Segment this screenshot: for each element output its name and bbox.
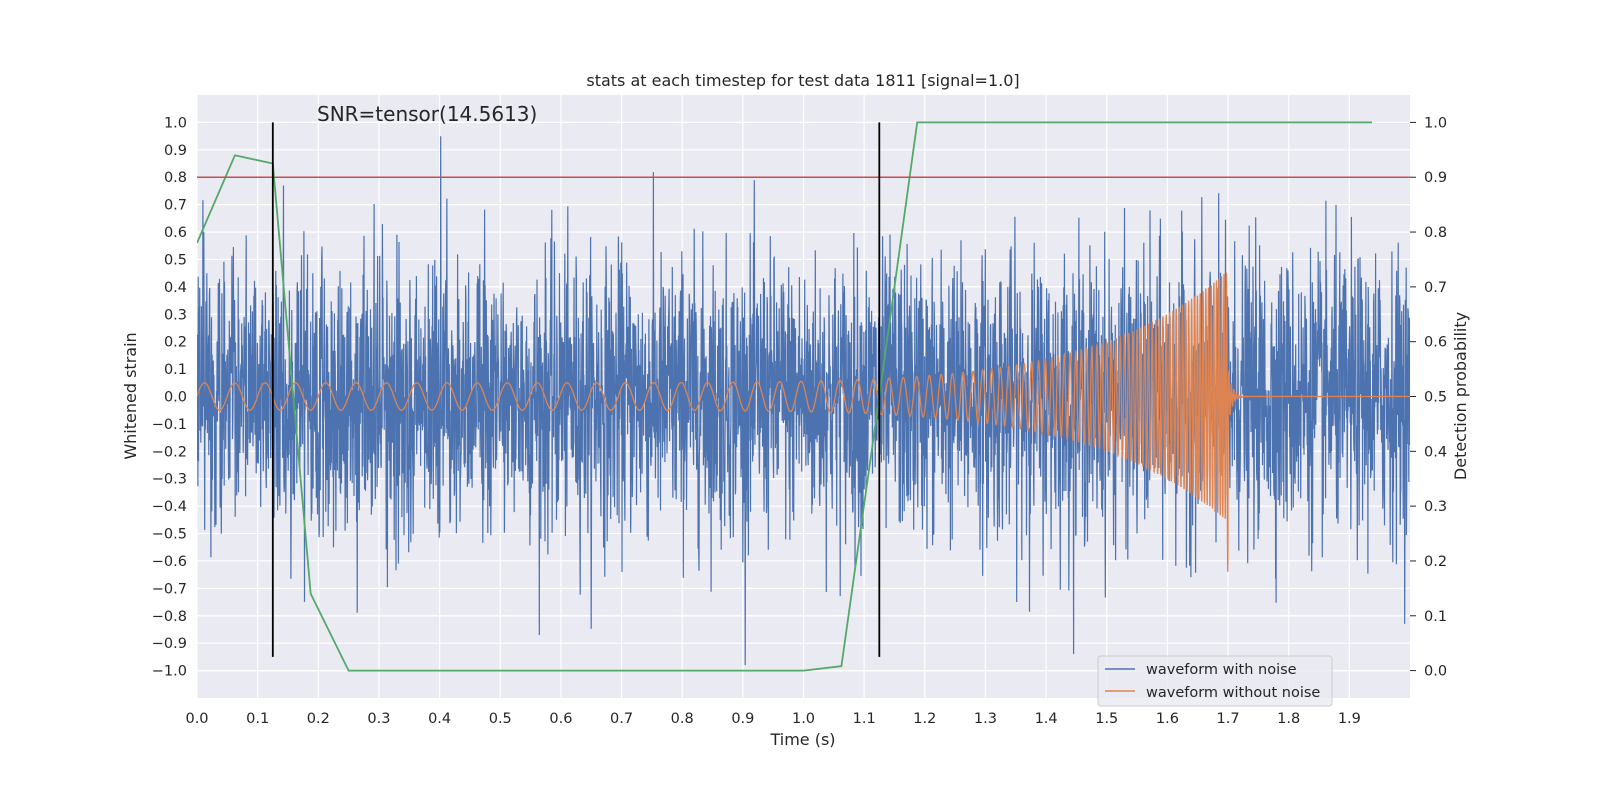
x-tick-label: 1.8 — [1277, 711, 1300, 727]
x-tick-label: 1.6 — [1156, 711, 1179, 727]
x-tick-label: 0.2 — [307, 711, 330, 727]
y2-tick-label: 0.3 — [1424, 499, 1447, 515]
x-axis-label: Time (s) — [769, 730, 835, 749]
y2-tick-label: 0.4 — [1424, 444, 1447, 460]
y-tick-label: 0.3 — [164, 307, 187, 323]
x-tick-label: 1.2 — [913, 711, 936, 727]
y-tick-label: −0.1 — [152, 417, 187, 433]
snr-annotation: SNR=tensor(14.5613) — [317, 102, 537, 126]
chart-title: stats at each timestep for test data 181… — [586, 71, 1019, 90]
x-tick-label: 1.7 — [1217, 711, 1240, 727]
y-tick-label: 0.7 — [164, 198, 187, 214]
y2-tick-label: 0.9 — [1424, 170, 1447, 186]
x-tick-label: 1.0 — [792, 711, 815, 727]
x-tick-label: 1.1 — [853, 711, 876, 727]
y-tick-label: −0.3 — [152, 472, 187, 488]
y2-tick-label: 0.8 — [1424, 225, 1447, 241]
y-tick-label: −0.7 — [152, 581, 187, 597]
y-tick-label: −0.6 — [152, 554, 187, 570]
x-tick-label: 0.4 — [428, 711, 451, 727]
legend: waveform with noise waveform without noi… — [1097, 655, 1333, 707]
x-tick-label: 0.5 — [489, 711, 512, 727]
y-tick-label: 0.8 — [164, 170, 187, 186]
x-tick-label: 0.3 — [367, 711, 390, 727]
x-tick-label: 0.0 — [185, 711, 208, 727]
y-tick-label: −0.4 — [152, 499, 187, 515]
x-tick-labels: 0.0 0.1 0.2 0.3 0.4 0.5 0.6 0.7 0.8 0.9 1.0 1.1 1.2 1… — [185, 711, 1360, 727]
y-tick-label: −0.5 — [152, 527, 187, 543]
y-tick-label: 0.9 — [164, 143, 187, 159]
x-tick-label: 1.5 — [1095, 711, 1118, 727]
y-tick-label: 1.0 — [164, 115, 187, 131]
legend-box — [1097, 655, 1333, 707]
y2-tick-label: 0.6 — [1424, 335, 1447, 351]
plot-series — [197, 121, 1410, 672]
y-tick-label: 0.0 — [164, 390, 187, 406]
y-tick-labels: 1.0 0.9 0.8 0.7 0.6 0.5 0.4 0.3 0.2 0.1 0.0 −0.1 −0.… — [152, 115, 187, 679]
x-tick-label: 1.3 — [974, 711, 997, 727]
x-tick-label: 1.4 — [1035, 711, 1058, 727]
y-tick-label: −1.0 — [152, 664, 187, 680]
y-tick-label: 0.1 — [164, 362, 187, 378]
y2-tick-label: 0.1 — [1424, 609, 1447, 625]
y2-tick-label: 0.7 — [1424, 280, 1447, 296]
y2-tick-labels: 1.0 0.9 0.8 0.7 0.6 0.5 0.4 0.3 0.2 0.1 0.0 — [1410, 115, 1447, 680]
y2-tick-label: 0.2 — [1424, 554, 1447, 570]
series-line-waveform-without-noise — [197, 272, 1410, 572]
y2-tick-label: 0.0 — [1424, 664, 1447, 680]
x-tick-label: 0.8 — [671, 711, 694, 727]
y2-axis-label: Detection probability — [1451, 312, 1470, 480]
y-tick-label: 0.2 — [164, 335, 187, 351]
y-tick-label: 0.4 — [164, 280, 187, 296]
y-tick-label: −0.2 — [152, 444, 187, 460]
x-tick-label: 0.9 — [731, 711, 754, 727]
y2-tick-label: 0.5 — [1424, 390, 1447, 406]
y-tick-label: −0.8 — [152, 609, 187, 625]
x-tick-label: 0.1 — [246, 711, 269, 727]
legend-label-clean: waveform without noise — [1146, 685, 1320, 701]
y-tick-label: 0.5 — [164, 252, 187, 268]
x-tick-label: 0.7 — [610, 711, 633, 727]
x-tick-label: 1.9 — [1338, 711, 1361, 727]
legend-label-noisy: waveform with noise — [1146, 662, 1297, 678]
y-tick-label: −0.9 — [152, 636, 187, 652]
y-axis-label: Whitened strain — [121, 332, 140, 459]
x-tick-label: 0.6 — [549, 711, 572, 727]
y2-tick-label: 1.0 — [1424, 115, 1447, 131]
series-line-detection-probability — [197, 121, 1373, 672]
y-tick-label: 0.6 — [164, 225, 187, 241]
